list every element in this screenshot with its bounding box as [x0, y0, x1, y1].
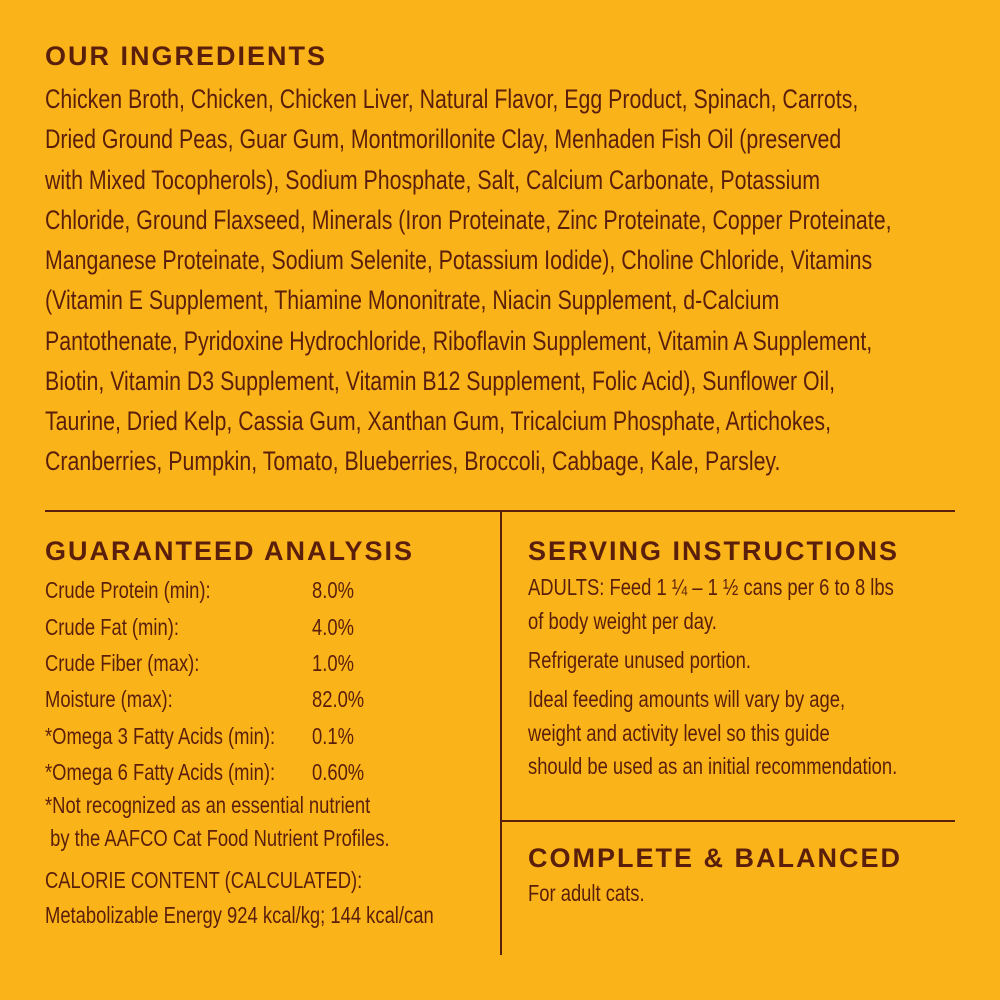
- ingredients-line: Chicken Broth, Chicken, Chicken Liver, N…: [45, 84, 859, 114]
- analysis-value: 0.1%: [312, 723, 354, 749]
- right-divider: [500, 820, 955, 822]
- ingredients-title: OUR INGREDIENTS: [45, 41, 328, 71]
- complete-text: For adult cats.: [528, 880, 645, 906]
- calorie-heading: CALORIE CONTENT (CALCULATED):: [45, 867, 363, 893]
- serving-line: Ideal feeding amounts will vary by age,: [528, 686, 846, 712]
- serving-line: should be used as an initial recommendat…: [528, 753, 898, 779]
- analysis-value: 8.0%: [312, 577, 354, 603]
- analysis-label: Crude Protein (min):: [45, 577, 211, 603]
- analysis-footnote: by the AAFCO Cat Food Nutrient Profiles.: [45, 825, 390, 851]
- serving-line: weight and activity level so this guide: [528, 720, 830, 746]
- analysis-label: *Omega 6 Fatty Acids (min):: [45, 759, 276, 785]
- serving-line: Refrigerate unused portion.: [528, 647, 751, 673]
- ingredients-line: with Mixed Tocopherols), Sodium Phosphat…: [45, 165, 820, 195]
- analysis-label: Crude Fiber (max):: [45, 650, 200, 676]
- analysis-value: 4.0%: [312, 614, 354, 640]
- complete-title: COMPLETE & BALANCED: [528, 843, 902, 873]
- ingredients-line: Dried Ground Peas, Guar Gum, Montmorillo…: [45, 124, 842, 154]
- ingredients-line: Biotin, Vitamin D3 Supplement, Vitamin B…: [45, 366, 835, 396]
- analysis-value: 82.0%: [312, 686, 365, 712]
- ingredients-line: (Vitamin E Supplement, Thiamine Mononitr…: [45, 285, 780, 315]
- ingredients-line: Chloride, Ground Flaxseed, Minerals (Iro…: [45, 205, 892, 235]
- analysis-value: 1.0%: [312, 650, 354, 676]
- analysis-title: GUARANTEED ANALYSIS: [45, 536, 415, 566]
- serving-line: ADULTS: Feed 1 ¼ – 1 ½ cans per 6 to 8 l…: [528, 574, 894, 600]
- analysis-label: *Omega 3 Fatty Acids (min):: [45, 723, 276, 749]
- ingredients-line: Manganese Proteinate, Sodium Selenite, P…: [45, 245, 873, 275]
- analysis-footnote: *Not recognized as an essential nutrient: [45, 792, 371, 818]
- ingredients-line: Cranberries, Pumpkin, Tomato, Blueberrie…: [45, 446, 781, 476]
- analysis-value: 0.60%: [312, 759, 365, 785]
- vertical-divider: [500, 510, 502, 955]
- analysis-label: Moisture (max):: [45, 686, 173, 712]
- ingredients-line: Taurine, Dried Kelp, Cassia Gum, Xanthan…: [45, 406, 832, 436]
- ingredients-line: Pantothenate, Pyridoxine Hydrochloride, …: [45, 326, 873, 356]
- calorie-value: Metabolizable Energy 924 kcal/kg; 144 kc…: [45, 902, 434, 928]
- analysis-label: Crude Fat (min):: [45, 614, 179, 640]
- serving-title: SERVING INSTRUCTIONS: [528, 536, 900, 566]
- serving-line: of body weight per day.: [528, 608, 717, 634]
